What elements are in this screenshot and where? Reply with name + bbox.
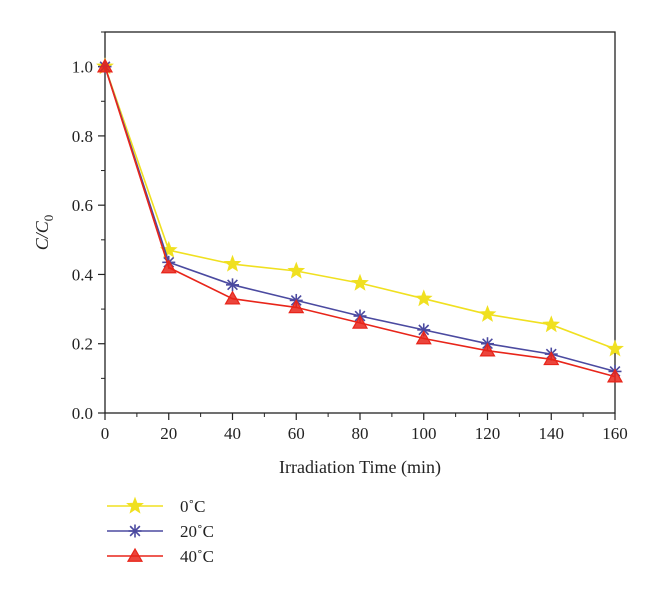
star-marker bbox=[478, 304, 497, 322]
legend-entry: 20˚C bbox=[107, 522, 214, 541]
legend-label: 20˚C bbox=[180, 522, 214, 541]
x-tick-label: 80 bbox=[352, 424, 369, 443]
data-point bbox=[351, 314, 369, 329]
plot-frame bbox=[104, 31, 616, 414]
data-point bbox=[543, 351, 560, 366]
star-marker bbox=[414, 289, 433, 307]
data-point bbox=[606, 339, 624, 357]
x-tick-label: 160 bbox=[602, 424, 628, 443]
star-marker bbox=[126, 496, 144, 514]
legend-label: 40˚C bbox=[180, 547, 214, 566]
legend-label: 0˚C bbox=[180, 497, 206, 516]
data-point bbox=[415, 330, 432, 345]
y-tick-label: 1.0 bbox=[72, 58, 93, 77]
asterisk-stroke bbox=[129, 525, 141, 537]
y-tick-label: 0.2 bbox=[72, 335, 93, 354]
legend-entry: 0˚C bbox=[107, 496, 206, 516]
star-marker bbox=[351, 273, 369, 291]
triangle-marker bbox=[96, 58, 114, 73]
y-axis-title-subscript: 0 bbox=[41, 215, 56, 222]
data-point bbox=[223, 254, 242, 272]
data-point bbox=[606, 368, 624, 383]
x-tick-label: 0 bbox=[101, 424, 110, 443]
data-point bbox=[160, 259, 177, 274]
y-axis-title: C/C0 bbox=[32, 215, 56, 251]
triangle-marker bbox=[288, 299, 305, 314]
triangle-marker bbox=[160, 259, 177, 274]
x-tick-label: 60 bbox=[288, 424, 305, 443]
x-tick-label: 140 bbox=[539, 424, 565, 443]
data-point bbox=[288, 299, 305, 314]
triangle-marker bbox=[415, 330, 432, 345]
data-point bbox=[226, 278, 239, 292]
legend-entry: 40˚C bbox=[107, 547, 214, 566]
star-marker bbox=[287, 261, 306, 279]
triangle-marker bbox=[606, 368, 624, 383]
asterisk-marker bbox=[128, 524, 142, 538]
triangle-marker bbox=[351, 314, 369, 329]
star-marker bbox=[542, 315, 561, 333]
data-point bbox=[287, 261, 306, 279]
y-tick-label: 0.0 bbox=[72, 404, 93, 423]
x-axis-title: Irradiation Time (min) bbox=[279, 457, 441, 478]
asterisk-marker bbox=[226, 278, 239, 292]
triangle-marker bbox=[224, 290, 241, 305]
data-point bbox=[414, 289, 433, 307]
star-marker bbox=[606, 339, 624, 357]
data-point bbox=[96, 58, 114, 73]
x-tick-label: 100 bbox=[411, 424, 437, 443]
y-tick-label: 0.6 bbox=[72, 196, 93, 215]
x-tick-label: 40 bbox=[224, 424, 241, 443]
x-tick-label: 20 bbox=[160, 424, 177, 443]
data-point bbox=[542, 315, 561, 333]
y-tick-label: 0.4 bbox=[72, 265, 94, 284]
y-tick-label: 0.8 bbox=[72, 127, 93, 146]
data-point bbox=[224, 290, 241, 305]
triangle-marker bbox=[126, 547, 144, 562]
asterisk-stroke bbox=[418, 324, 430, 336]
x-tick-label: 120 bbox=[475, 424, 501, 443]
triangle-marker bbox=[543, 351, 560, 366]
axes: 0 20 40 60 80 100 120 140 160 0.0 0.2 0.4 0.6 0.8 1.0 bbox=[72, 31, 628, 443]
data-point bbox=[351, 273, 369, 291]
data-point bbox=[479, 342, 496, 357]
star-marker bbox=[223, 254, 242, 272]
asterisk-stroke bbox=[227, 279, 238, 291]
series-2 bbox=[96, 58, 624, 383]
series-line bbox=[104, 66, 616, 350]
series-line bbox=[104, 66, 616, 378]
plot-area bbox=[104, 31, 616, 414]
y-axis-title-main: C/C bbox=[32, 220, 52, 250]
series-1 bbox=[98, 60, 622, 378]
legend: 0˚C 20˚C 40˚C bbox=[107, 496, 214, 566]
triangle-marker bbox=[479, 342, 496, 357]
data-point bbox=[478, 304, 497, 322]
series-layer bbox=[96, 57, 624, 383]
